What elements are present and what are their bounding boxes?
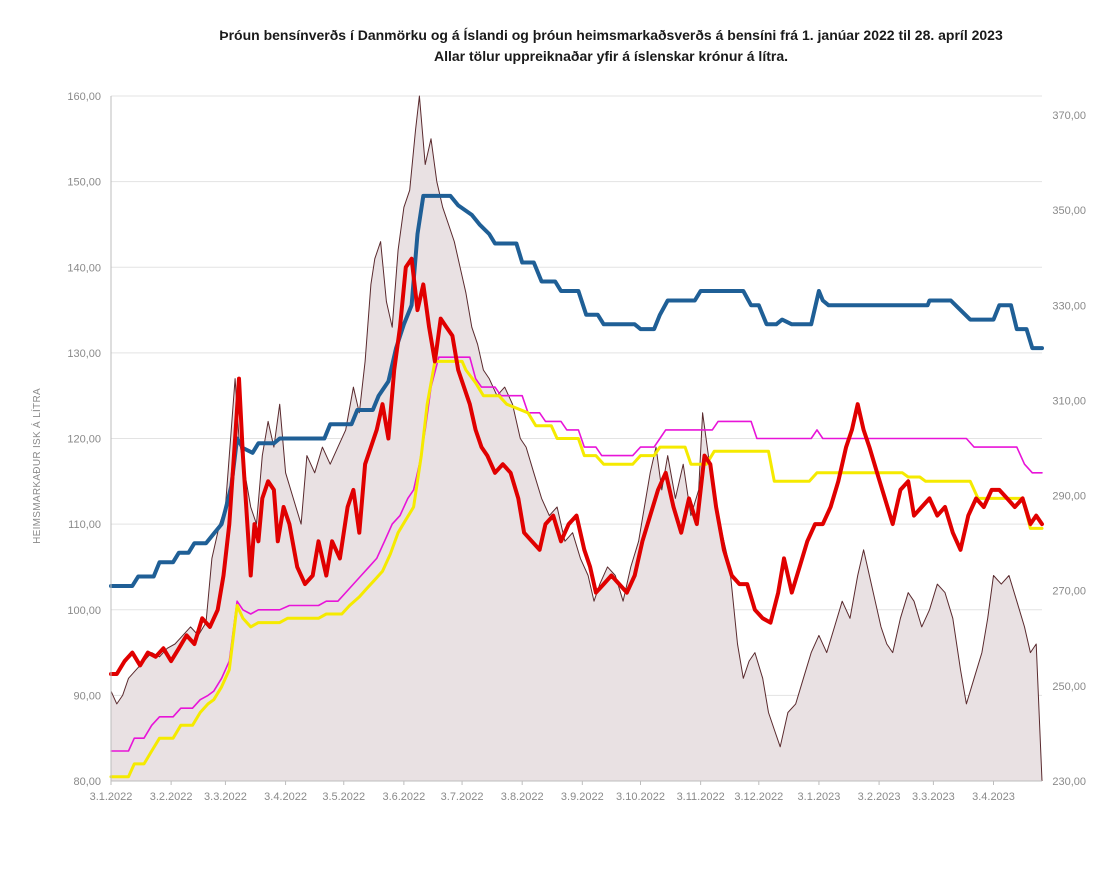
x-tick-label: 3.2.2023 [858, 791, 901, 803]
y-tick-label-left: 140,00 [67, 262, 101, 274]
y-tick-label-left: 150,00 [67, 177, 101, 189]
series-3-line [109, 359, 1044, 779]
y-tick-label-left: 160,00 [67, 91, 101, 103]
x-tick-label: 3.12.2022 [734, 791, 783, 803]
y-tick-label-left: 130,00 [67, 348, 101, 360]
x-tick-label: 3.10.2022 [616, 791, 665, 803]
y-tick-label-right: 370,00 [1052, 110, 1086, 122]
series-0-line [110, 95, 1043, 782]
y-tick-label-left: 110,00 [68, 519, 101, 531]
x-tick-label: 3.4.2023 [972, 791, 1015, 803]
y-tick-label-right: 290,00 [1052, 491, 1086, 503]
x-tick-label: 3.7.2022 [441, 791, 484, 803]
chart-title: Þróun bensínverðs í Danmörku og á Ísland… [219, 27, 1003, 43]
axes: 160,00 150,00 140,00 130,00 120,00 110,00 100,… [67, 91, 1086, 803]
series-group [109, 95, 1044, 782]
chart-subtitle: Allar tölur uppreiknaðar yfir á íslenska… [434, 48, 788, 64]
x-tick-label: 3.5.2022 [322, 791, 365, 803]
x-tick-label: 3.4.2022 [264, 791, 307, 803]
y-tick-label-right: 330,00 [1052, 300, 1086, 312]
series-4-line [109, 256, 1044, 676]
x-tick-label: 3.1.2022 [90, 791, 133, 803]
y-tick-label-left: 100,00 [67, 605, 101, 617]
y-tick-label-right: 310,00 [1052, 395, 1086, 407]
x-tick-label: 3.8.2022 [501, 791, 544, 803]
y-tick-label-left: 90,00 [73, 690, 101, 702]
y-axis-title-left: HEIMSMARKAÐUR ISK Á LÍTRA [30, 388, 43, 544]
x-tick-label: 3.9.2022 [561, 791, 604, 803]
x-tick-label: 3.3.2023 [912, 791, 955, 803]
y-tick-label-left: 80,00 [73, 776, 101, 788]
x-tick-label: 3.11.2022 [677, 791, 725, 803]
x-tick-label: 3.2.2022 [150, 791, 193, 803]
y-tick-label-right: 250,00 [1052, 681, 1086, 693]
y-tick-label-left: 120,00 [67, 434, 101, 446]
y-tick-label-right: 270,00 [1052, 586, 1086, 598]
x-tick-label: 3.3.2022 [204, 791, 247, 803]
x-tick-label: 3.1.2023 [798, 791, 841, 803]
y-tick-label-right: 350,00 [1052, 205, 1086, 217]
x-tick-label: 3.6.2022 [382, 791, 425, 803]
y-tick-label-right: 230,00 [1052, 776, 1086, 788]
